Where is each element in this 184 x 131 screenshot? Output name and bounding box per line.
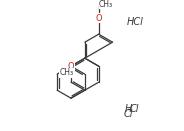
Text: Cl: Cl — [130, 105, 139, 114]
Text: O: O — [68, 62, 74, 71]
Text: Cl: Cl — [124, 110, 134, 119]
Text: N: N — [68, 62, 74, 71]
Text: CH₃: CH₃ — [59, 69, 73, 77]
Text: H: H — [125, 105, 132, 114]
Text: O: O — [95, 14, 102, 23]
Text: CH₃: CH₃ — [99, 0, 113, 9]
Text: HCl: HCl — [127, 17, 144, 27]
Text: N: N — [68, 62, 74, 71]
